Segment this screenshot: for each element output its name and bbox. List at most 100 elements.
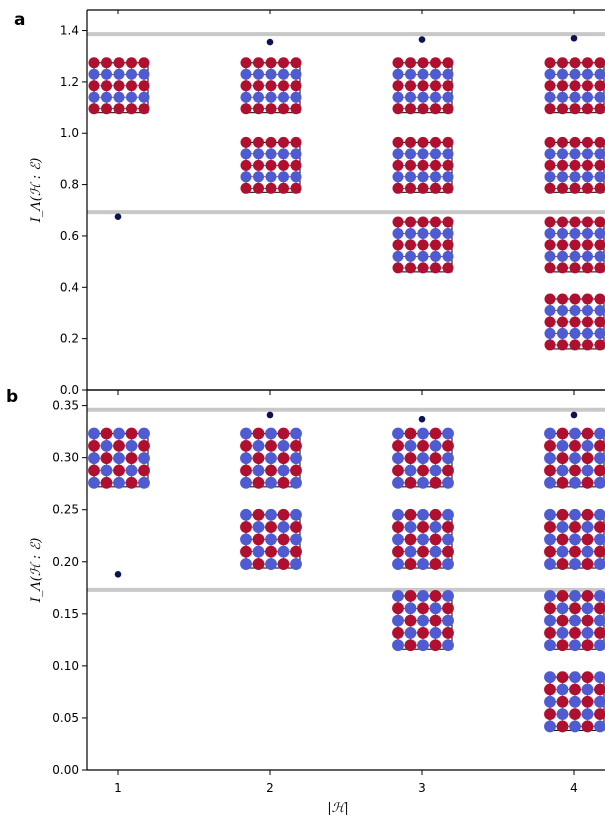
red-site — [556, 427, 569, 440]
y-tick-label: 0.00 — [52, 763, 79, 777]
blue-site — [581, 250, 594, 262]
red-site — [581, 427, 594, 440]
red-site — [392, 627, 404, 639]
red-site — [113, 80, 125, 92]
blue-site — [442, 427, 454, 440]
blue-site — [556, 227, 569, 239]
blue-site — [290, 476, 302, 489]
lattice-inset — [392, 216, 454, 274]
blue-site — [544, 227, 556, 239]
blue-site — [392, 148, 404, 160]
red-site — [594, 136, 605, 148]
x-tick-label: 3 — [418, 781, 426, 795]
red-site — [594, 239, 605, 251]
red-site — [417, 439, 429, 452]
blue-site — [569, 68, 581, 80]
red-site — [442, 627, 454, 639]
blue-site — [581, 602, 594, 615]
red-site — [392, 80, 404, 92]
red-site — [88, 439, 100, 452]
blue-site — [277, 439, 290, 452]
red-site — [442, 464, 454, 477]
blue-site — [429, 602, 442, 615]
red-site — [594, 708, 605, 721]
red-site — [429, 476, 442, 489]
red-site — [442, 545, 454, 558]
blue-site — [544, 508, 556, 521]
blue-site — [581, 227, 594, 239]
red-site — [429, 57, 442, 69]
blue-site — [594, 720, 605, 733]
red-site — [252, 508, 265, 521]
red-site — [88, 57, 100, 69]
red-site — [556, 80, 569, 92]
red-site — [100, 80, 113, 92]
red-site — [404, 57, 417, 69]
red-site — [88, 464, 100, 477]
red-site — [569, 216, 581, 228]
data-point — [114, 570, 122, 578]
red-site — [240, 545, 252, 558]
blue-site — [594, 452, 605, 465]
red-site — [392, 182, 404, 194]
red-site — [556, 476, 569, 489]
red-site — [556, 508, 569, 521]
red-site — [569, 103, 581, 115]
red-site — [544, 521, 556, 533]
red-site — [569, 159, 581, 171]
blue-site — [442, 68, 454, 80]
red-site — [442, 136, 454, 148]
blue-site — [88, 68, 100, 80]
blue-site — [290, 427, 302, 440]
data-point — [570, 34, 578, 42]
blue-site — [240, 508, 252, 521]
blue-site — [404, 171, 417, 183]
blue-site — [417, 427, 429, 440]
lattice-inset — [544, 216, 605, 274]
blue-site — [594, 327, 605, 339]
red-site — [544, 239, 556, 251]
lattice-inset — [544, 671, 605, 733]
red-site — [240, 57, 252, 69]
blue-site — [417, 452, 429, 465]
red-site — [581, 216, 594, 228]
red-site — [265, 439, 277, 452]
blue-site — [594, 590, 605, 602]
blue-site — [544, 695, 556, 708]
red-site — [569, 293, 581, 305]
blue-site — [429, 627, 442, 639]
blue-site — [125, 91, 138, 103]
red-site — [392, 239, 404, 251]
red-site — [544, 545, 556, 558]
red-site — [277, 533, 290, 546]
red-site — [100, 57, 113, 69]
blue-site — [569, 148, 581, 160]
blue-site — [290, 558, 302, 570]
blue-site — [544, 148, 556, 160]
red-site — [581, 262, 594, 274]
red-site — [113, 439, 125, 452]
blue-site — [252, 545, 265, 558]
blue-site — [442, 476, 454, 489]
blue-site — [404, 68, 417, 80]
red-site — [265, 57, 277, 69]
data-point — [418, 36, 426, 43]
blue-site — [556, 683, 569, 696]
red-site — [277, 558, 290, 570]
blue-site — [442, 250, 454, 262]
red-site — [442, 80, 454, 92]
blue-site — [581, 545, 594, 558]
y-tick-label: 0.30 — [52, 451, 79, 465]
blue-site — [429, 171, 442, 183]
red-site — [581, 695, 594, 708]
blue-site — [581, 464, 594, 477]
red-site — [442, 262, 454, 274]
red-site — [252, 558, 265, 570]
y-tick-label: 0.10 — [52, 659, 79, 673]
blue-site — [100, 464, 113, 477]
red-site — [113, 103, 125, 115]
red-site — [581, 293, 594, 305]
blue-site — [569, 558, 581, 570]
y-tick-label: 1.4 — [60, 24, 79, 38]
red-site — [252, 80, 265, 92]
